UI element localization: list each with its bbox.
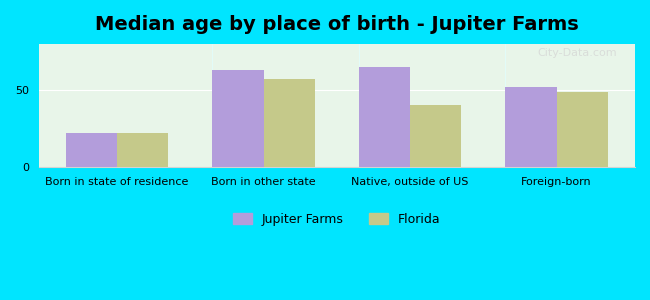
Bar — [556, 92, 608, 167]
Bar — [505, 87, 556, 167]
Bar — [66, 133, 117, 167]
Bar — [117, 133, 168, 167]
Bar — [213, 70, 264, 167]
Text: City-Data.com: City-Data.com — [538, 48, 617, 58]
Bar — [359, 67, 410, 167]
Bar — [264, 79, 315, 167]
Bar — [410, 106, 461, 167]
Legend: Jupiter Farms, Florida: Jupiter Farms, Florida — [228, 208, 445, 231]
Title: Median age by place of birth - Jupiter Farms: Median age by place of birth - Jupiter F… — [95, 15, 578, 34]
